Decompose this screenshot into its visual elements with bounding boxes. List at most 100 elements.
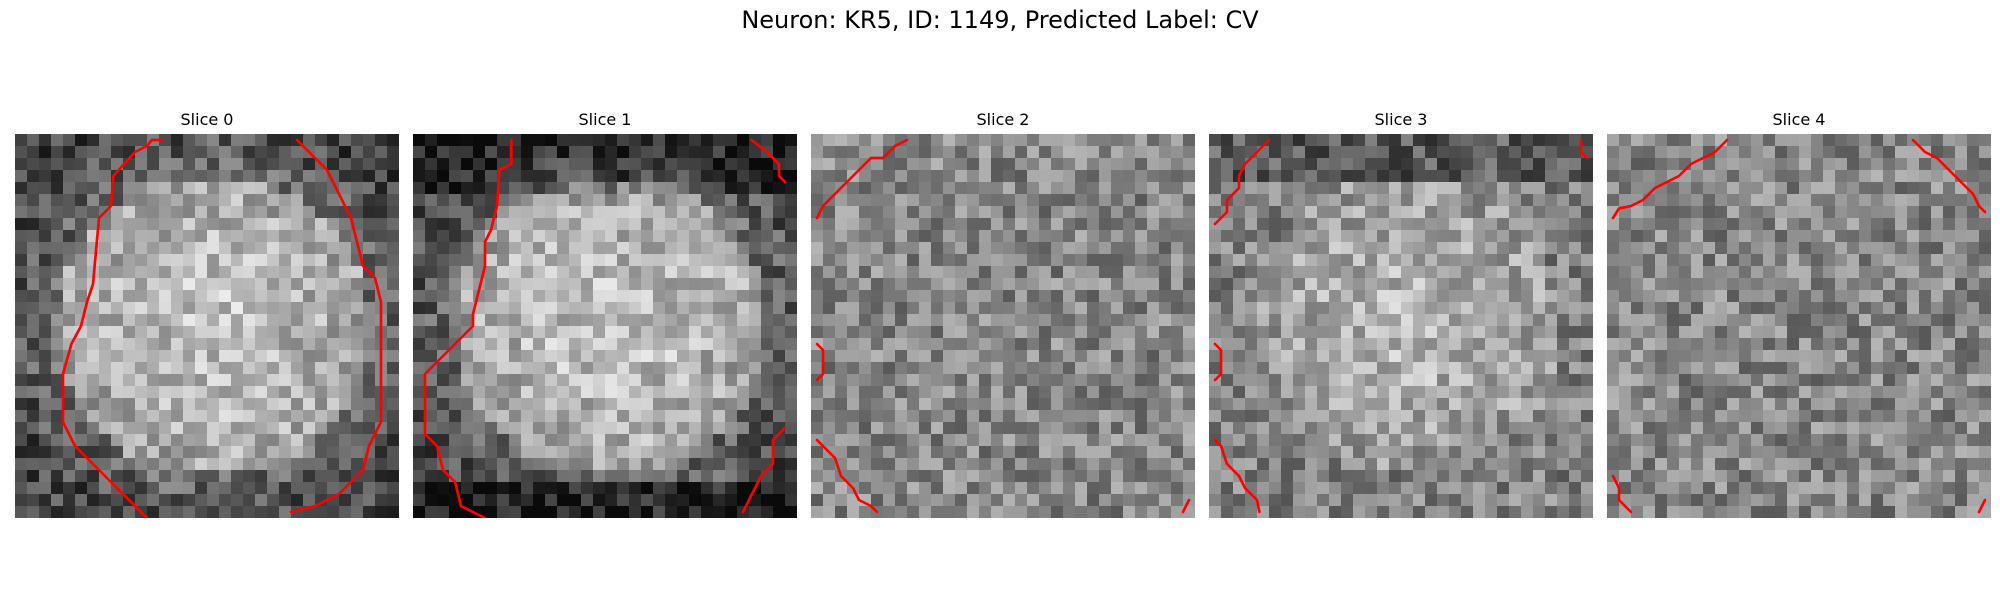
pixel [979,242,991,254]
pixel [1967,278,1979,290]
pixel [1087,446,1099,458]
pixel [749,338,761,350]
pixel [1545,362,1557,374]
pixel [387,470,399,482]
pixel [1485,158,1497,170]
pixel [1159,362,1171,374]
pixel [1233,290,1245,302]
pixel [737,290,749,302]
pixel [931,386,943,398]
pixel [1679,146,1691,158]
pixel [1329,290,1341,302]
pixel [1183,410,1195,422]
pixel [823,362,835,374]
pixel [1461,134,1473,146]
pixel [521,314,533,326]
pixel [1159,218,1171,230]
pixel [533,230,545,242]
pixel [461,314,473,326]
pixel [1039,230,1051,242]
pixel [737,398,749,410]
pixel [919,158,931,170]
pixel [931,458,943,470]
pixel [1667,134,1679,146]
pixel [111,446,123,458]
pixel [1233,350,1245,362]
pixel [1727,146,1739,158]
pixel [847,182,859,194]
pixel [1823,170,1835,182]
pixel [267,326,279,338]
pixel [231,194,243,206]
pixel [1075,254,1087,266]
pixel [773,482,785,494]
pixel [1631,278,1643,290]
pixel [1087,266,1099,278]
pixel [713,158,725,170]
pixel [823,158,835,170]
pixel [665,458,677,470]
pixel [1811,134,1823,146]
pixel [75,506,87,518]
pixel [1811,230,1823,242]
pixel [677,182,689,194]
pixel [1353,506,1365,518]
pixel [1353,134,1365,146]
pixel [375,242,387,254]
pixel [835,482,847,494]
pixel [1003,134,1015,146]
pixel [1449,218,1461,230]
pixel [847,470,859,482]
pixel [1485,230,1497,242]
pixel [581,422,593,434]
pixel [1473,290,1485,302]
pixel [737,434,749,446]
pixel [773,362,785,374]
pixel [1521,362,1533,374]
pixel [1087,290,1099,302]
pixel [1751,326,1763,338]
pixel [773,386,785,398]
pixel [1691,362,1703,374]
pixel [545,170,557,182]
pixel [811,494,823,506]
pixel [749,422,761,434]
pixel [1859,158,1871,170]
pixel [1293,314,1305,326]
pixel [135,422,147,434]
pixel [425,494,437,506]
pixel [1703,374,1715,386]
pixel [207,134,219,146]
pixel [773,242,785,254]
pixel [437,266,449,278]
pixel [111,434,123,446]
pixel [1401,398,1413,410]
pixel [653,302,665,314]
pixel [1087,278,1099,290]
pixel [1655,266,1667,278]
pixel [219,506,231,518]
pixel [823,266,835,278]
pixel [1739,254,1751,266]
pixel [1655,338,1667,350]
pixel [1775,158,1787,170]
pixel [725,194,737,206]
pixel [1569,254,1581,266]
pixel [617,290,629,302]
pixel [1027,266,1039,278]
pixel [363,146,375,158]
pixel [1269,302,1281,314]
pixel [617,434,629,446]
pixel [1667,386,1679,398]
pixel [413,170,425,182]
pixel [267,422,279,434]
pixel [1209,254,1221,266]
pixel [521,386,533,398]
pixel [437,278,449,290]
pixel [1847,266,1859,278]
pixel [1425,230,1437,242]
pixel [1051,158,1063,170]
pixel [1063,146,1075,158]
pixel [677,326,689,338]
pixel [461,302,473,314]
